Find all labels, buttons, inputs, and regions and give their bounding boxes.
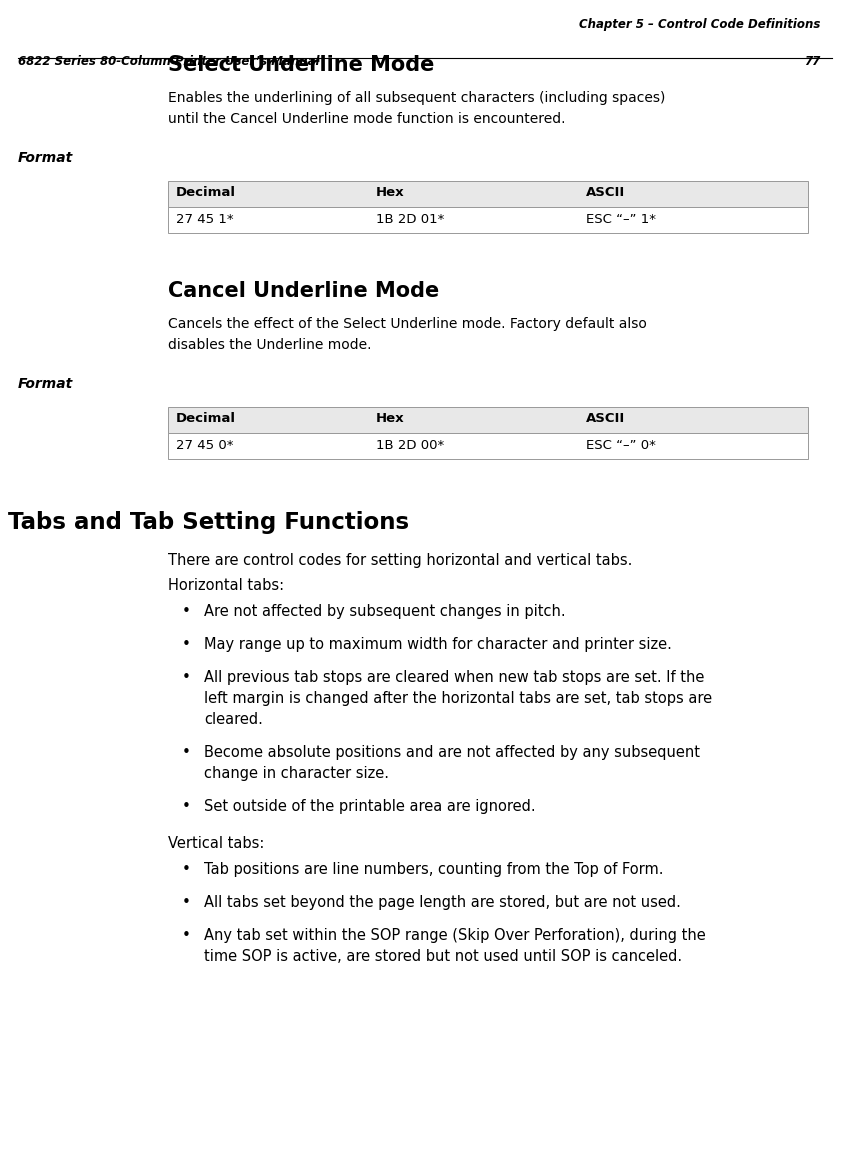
Text: •: • (182, 670, 191, 685)
Text: until the Cancel Underline mode function is encountered.: until the Cancel Underline mode function… (168, 112, 565, 126)
Text: left margin is changed after the horizontal tabs are set, tab stops are: left margin is changed after the horizon… (204, 691, 712, 706)
Text: cleared.: cleared. (204, 712, 263, 727)
Text: 27 45 1*: 27 45 1* (176, 213, 234, 226)
Bar (168, 181, 808, 207)
Text: Select Underline Mode: Select Underline Mode (168, 55, 434, 75)
Text: ASCII: ASCII (586, 186, 626, 199)
Text: ESC “–” 1*: ESC “–” 1* (586, 213, 656, 226)
Text: 1B 2D 00*: 1B 2D 00* (376, 439, 445, 452)
Text: Any tab set within the SOP range (Skip Over Perforation), during the: Any tab set within the SOP range (Skip O… (204, 929, 706, 942)
Text: 6822 Series 80-Column Printer User’s Manual: 6822 Series 80-Column Printer User’s Man… (18, 55, 320, 68)
Text: ESC “–” 0*: ESC “–” 0* (586, 439, 656, 452)
Text: Decimal: Decimal (176, 186, 236, 199)
Text: change in character size.: change in character size. (204, 767, 389, 781)
Text: Become absolute positions and are not affected by any subsequent: Become absolute positions and are not af… (204, 744, 700, 760)
Text: Cancels the effect of the Select Underline mode. Factory default also: Cancels the effect of the Select Underli… (168, 317, 647, 331)
Text: 27 45 0*: 27 45 0* (176, 439, 234, 452)
Text: Set outside of the printable area are ignored.: Set outside of the printable area are ig… (204, 799, 536, 814)
Text: Chapter 5 – Control Code Definitions: Chapter 5 – Control Code Definitions (579, 17, 820, 31)
Text: time SOP is active, are stored but not used until SOP is canceled.: time SOP is active, are stored but not u… (204, 949, 682, 963)
Text: •: • (182, 799, 191, 814)
Text: •: • (182, 862, 191, 877)
Text: Cancel Underline Mode: Cancel Underline Mode (168, 281, 439, 301)
Text: •: • (182, 895, 191, 910)
Text: •: • (182, 744, 191, 760)
Text: Hex: Hex (376, 186, 405, 199)
Text: All tabs set beyond the page length are stored, but are not used.: All tabs set beyond the page length are … (204, 895, 681, 910)
Text: Format: Format (18, 151, 73, 165)
Text: 77: 77 (804, 55, 820, 68)
Text: All previous tab stops are cleared when new tab stops are set. If the: All previous tab stops are cleared when … (204, 670, 705, 685)
Bar (168, 433, 808, 459)
Text: •: • (182, 637, 191, 652)
Text: There are control codes for setting horizontal and vertical tabs.: There are control codes for setting hori… (168, 553, 632, 569)
Text: Vertical tabs:: Vertical tabs: (168, 836, 264, 850)
Text: Format: Format (18, 377, 73, 391)
Text: •: • (182, 929, 191, 942)
Text: Enables the underlining of all subsequent characters (including spaces): Enables the underlining of all subsequen… (168, 91, 666, 105)
Bar (168, 207, 808, 233)
Bar (168, 407, 808, 433)
Text: ASCII: ASCII (586, 412, 626, 425)
Text: May range up to maximum width for character and printer size.: May range up to maximum width for charac… (204, 637, 672, 652)
Text: Horizontal tabs:: Horizontal tabs: (168, 578, 284, 593)
Text: Decimal: Decimal (176, 412, 236, 425)
Text: •: • (182, 603, 191, 619)
Text: disables the Underline mode.: disables the Underline mode. (168, 338, 371, 352)
Text: 1B 2D 01*: 1B 2D 01* (376, 213, 445, 226)
Text: Are not affected by subsequent changes in pitch.: Are not affected by subsequent changes i… (204, 603, 565, 619)
Text: Tab positions are line numbers, counting from the Top of Form.: Tab positions are line numbers, counting… (204, 862, 664, 877)
Text: Tabs and Tab Setting Functions: Tabs and Tab Setting Functions (8, 511, 409, 534)
Text: Hex: Hex (376, 412, 405, 425)
